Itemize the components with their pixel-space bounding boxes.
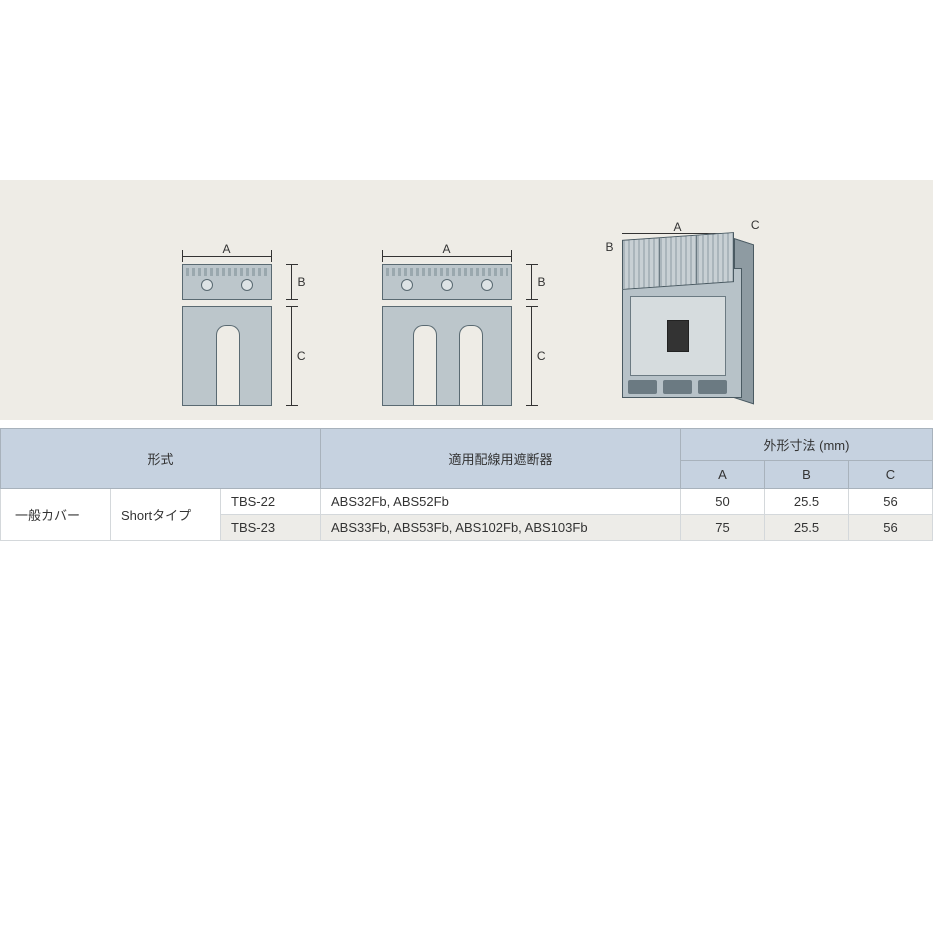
cell-C: 56 bbox=[849, 489, 933, 515]
page: A B C A bbox=[0, 0, 933, 541]
dim-label-B-3p: B bbox=[537, 275, 545, 289]
breaker-dim-B: B bbox=[606, 240, 614, 254]
dim-label-C: C bbox=[297, 349, 306, 363]
body-2p bbox=[182, 306, 272, 406]
cell-model: TBS-23 bbox=[221, 515, 321, 541]
dim-label-A-3p: A bbox=[440, 242, 452, 256]
cell-category: 一般カバー bbox=[1, 489, 111, 541]
diagram-3pole: A B C bbox=[372, 244, 522, 406]
diagram-2pole: A B C bbox=[172, 244, 282, 406]
dim-label-A: A bbox=[220, 242, 232, 256]
cell-type: Shortタイプ bbox=[111, 489, 221, 541]
spec-table: 形式 適用配線用遮断器 外形寸法 (mm) A B C 一般カバー Shortタ… bbox=[0, 428, 933, 541]
th-colB: B bbox=[765, 461, 849, 489]
cell-B: 25.5 bbox=[765, 515, 849, 541]
body-3p bbox=[382, 306, 512, 406]
diagram-panel: A B C A bbox=[0, 180, 933, 420]
cell-A: 50 bbox=[681, 489, 765, 515]
cell-breaker: ABS32Fb, ABS52Fb bbox=[321, 489, 681, 515]
cover-2p bbox=[182, 264, 272, 300]
breaker-dim-A: A bbox=[622, 220, 734, 234]
dim-A-2p: A bbox=[182, 244, 272, 262]
th-model: 形式 bbox=[1, 429, 321, 489]
th-colA: A bbox=[681, 461, 765, 489]
dim-label-B: B bbox=[297, 275, 305, 289]
spec-tbody: 一般カバー Shortタイプ TBS-22 ABS32Fb, ABS52Fb 5… bbox=[1, 489, 933, 541]
th-colC: C bbox=[849, 461, 933, 489]
table-row: 一般カバー Shortタイプ TBS-22 ABS32Fb, ABS52Fb 5… bbox=[1, 489, 933, 515]
th-dimensions: 外形寸法 (mm) bbox=[681, 429, 933, 461]
cell-C: 56 bbox=[849, 515, 933, 541]
cell-A: 75 bbox=[681, 515, 765, 541]
diagram-breaker: A C B bbox=[612, 218, 762, 406]
cell-breaker: ABS33Fb, ABS53Fb, ABS102Fb, ABS103Fb bbox=[321, 515, 681, 541]
cell-B: 25.5 bbox=[765, 489, 849, 515]
dim-A-3p: A bbox=[382, 244, 512, 262]
th-breaker: 適用配線用遮断器 bbox=[321, 429, 681, 489]
breaker-dim-C: C bbox=[751, 218, 760, 232]
cell-model: TBS-22 bbox=[221, 489, 321, 515]
dim-label-C-3p: C bbox=[537, 349, 546, 363]
cover-3p bbox=[382, 264, 512, 300]
